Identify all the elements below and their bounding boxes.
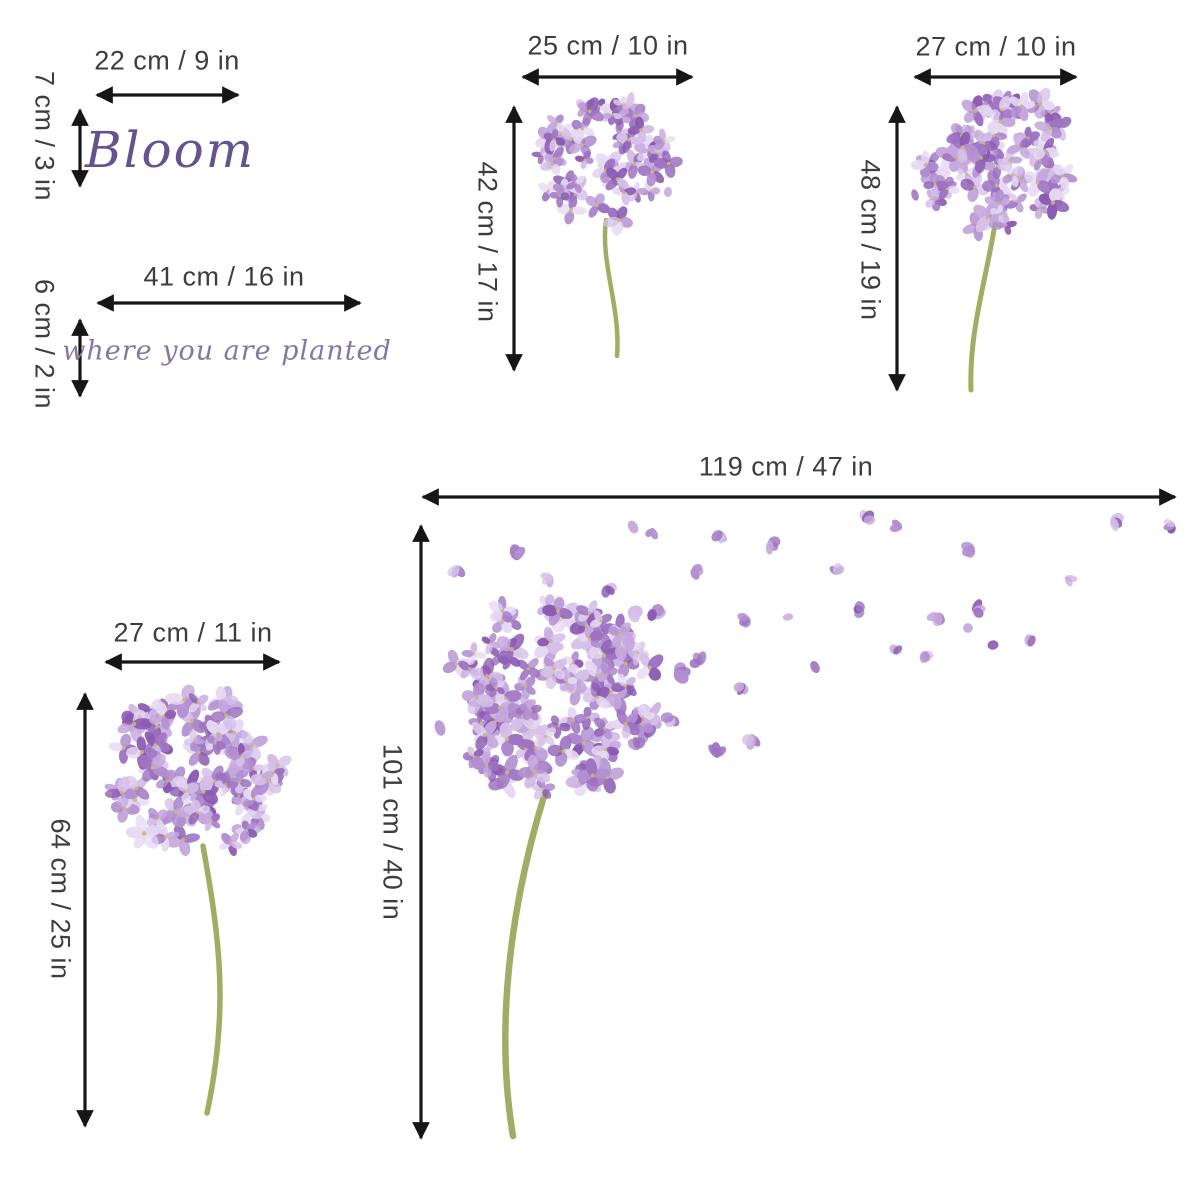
bloom-width-dimension: 22 cm / 9 in: [94, 45, 240, 76]
medium-height-dimension: 48 cm / 19 in: [855, 159, 886, 321]
bloom-height-dimension: 7 cm / 3 in: [29, 70, 60, 202]
falling-petals: [434, 187, 1176, 758]
planted-height-dimension: 6 cm / 2 in: [29, 278, 60, 410]
dimension-arrows: [71, 68, 1177, 1140]
large-width-dimension: 27 cm / 11 in: [113, 617, 273, 648]
medium-width-dimension: 27 cm / 10 in: [915, 31, 1077, 62]
blowing-width-dimension: 119 cm / 47 in: [698, 451, 874, 482]
flower-stems: [200, 217, 998, 1140]
small-height-dimension: 42 cm / 17 in: [472, 161, 503, 323]
planted-width-dimension: 41 cm / 16 in: [143, 261, 305, 292]
bloom-decal-text: Bloom: [84, 121, 256, 179]
large-height-dimension: 64 cm / 25 in: [45, 818, 76, 980]
planted-decal-text: where you are planted: [62, 335, 392, 367]
small-width-dimension: 25 cm / 10 in: [527, 30, 689, 61]
flower-heads: [104, 87, 1078, 857]
blowing-height-dimension: 101 cm / 40 in: [377, 743, 408, 921]
